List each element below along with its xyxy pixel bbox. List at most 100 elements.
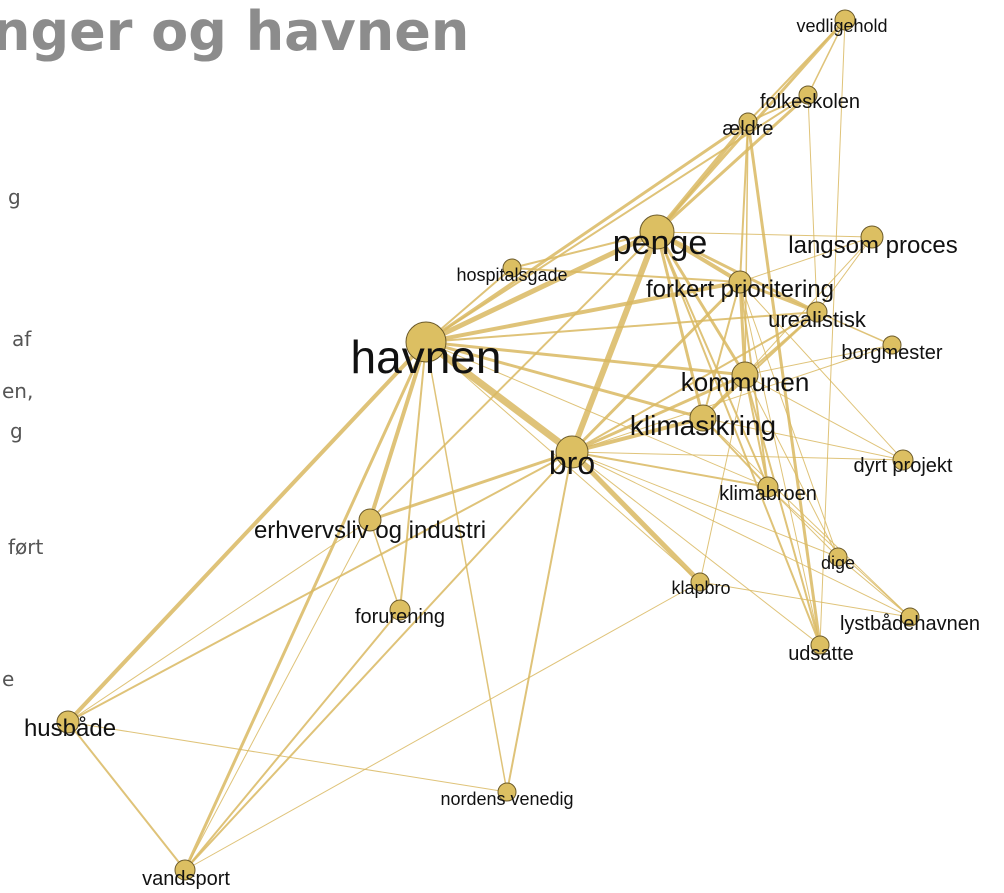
edge bbox=[571, 344, 893, 453]
edge bbox=[184, 581, 701, 871]
edge bbox=[655, 93, 810, 234]
edge bbox=[423, 229, 660, 345]
edge bbox=[738, 280, 819, 314]
edge bbox=[369, 231, 658, 521]
edge bbox=[424, 280, 742, 344]
node-label: erhvervsliv og industri bbox=[254, 517, 486, 544]
node-label: nordens venedig bbox=[440, 789, 573, 809]
edge bbox=[656, 231, 769, 488]
edge bbox=[816, 311, 893, 346]
edge bbox=[744, 374, 839, 558]
edge bbox=[425, 94, 809, 343]
node-label: vedligehold bbox=[796, 16, 887, 36]
edge bbox=[739, 236, 873, 283]
node bbox=[555, 435, 589, 469]
edge bbox=[744, 344, 893, 376]
edge bbox=[744, 374, 769, 488]
edge bbox=[424, 120, 750, 344]
edge bbox=[702, 417, 911, 618]
edge bbox=[837, 556, 911, 618]
node bbox=[810, 635, 830, 655]
node-label: kommunen bbox=[681, 367, 810, 397]
node bbox=[834, 9, 856, 31]
edge bbox=[506, 451, 573, 793]
node bbox=[497, 782, 517, 802]
node-label: langsom proces bbox=[788, 232, 957, 259]
node bbox=[56, 710, 80, 734]
node-label: forkert prioritering bbox=[646, 276, 834, 303]
edge bbox=[67, 721, 508, 793]
edge bbox=[368, 450, 574, 522]
edge bbox=[702, 417, 904, 461]
edge bbox=[571, 451, 769, 488]
edge bbox=[184, 519, 371, 871]
edge bbox=[744, 121, 749, 376]
edge bbox=[422, 338, 576, 456]
node-label: borgmester bbox=[841, 342, 942, 364]
edge bbox=[368, 340, 428, 522]
edge bbox=[571, 451, 911, 618]
edge bbox=[184, 451, 573, 871]
edge bbox=[699, 581, 911, 618]
node bbox=[389, 599, 411, 621]
edge bbox=[511, 231, 658, 269]
edge bbox=[425, 311, 818, 343]
node-label: forurening bbox=[355, 606, 445, 628]
edge bbox=[739, 281, 904, 461]
edge bbox=[807, 94, 818, 313]
node bbox=[728, 270, 752, 294]
edge bbox=[816, 236, 873, 313]
node bbox=[690, 572, 710, 592]
node-label: klapbro bbox=[671, 578, 730, 598]
edge bbox=[655, 230, 705, 420]
node-label: husbåde bbox=[24, 715, 116, 742]
edge bbox=[570, 373, 747, 454]
edge bbox=[424, 340, 705, 420]
side-text: en, bbox=[2, 379, 33, 403]
node-label: klimasikring bbox=[630, 410, 776, 441]
node-label: havnen bbox=[351, 331, 502, 383]
node-label: bro bbox=[549, 445, 595, 481]
node bbox=[738, 112, 758, 132]
node bbox=[892, 449, 914, 471]
edge bbox=[655, 230, 747, 377]
node bbox=[639, 214, 675, 250]
node-label: dyrt projekt bbox=[854, 455, 953, 477]
side-text: g bbox=[10, 419, 23, 443]
side-text: g bbox=[8, 185, 21, 209]
node bbox=[174, 859, 196, 881]
node-label: klimabroen bbox=[719, 483, 817, 505]
edge bbox=[702, 417, 769, 488]
node-label: lystbådehavnen bbox=[840, 613, 980, 635]
edge bbox=[807, 19, 846, 96]
edge bbox=[747, 94, 809, 123]
edge bbox=[184, 609, 401, 871]
node-label: dige bbox=[821, 553, 855, 573]
node bbox=[689, 404, 717, 432]
side-text: ført bbox=[8, 535, 44, 559]
edge bbox=[67, 519, 371, 723]
page-title: nger og havnen bbox=[0, 0, 469, 63]
node-label: ældre bbox=[722, 118, 773, 140]
node-label: hospitalsgade bbox=[456, 265, 567, 285]
edge bbox=[747, 19, 846, 123]
node-label: penge bbox=[613, 224, 708, 262]
node bbox=[731, 361, 759, 389]
node bbox=[882, 335, 902, 355]
node-label: vandsport bbox=[142, 868, 230, 890]
edge bbox=[744, 374, 821, 646]
edge bbox=[369, 519, 401, 611]
edge bbox=[746, 120, 822, 647]
edge bbox=[739, 281, 839, 558]
node bbox=[757, 476, 779, 498]
node bbox=[358, 508, 382, 532]
side-text: af bbox=[12, 327, 32, 351]
node bbox=[828, 547, 848, 567]
edge bbox=[739, 281, 821, 646]
node bbox=[798, 85, 818, 105]
edge bbox=[570, 416, 705, 454]
edge bbox=[67, 451, 573, 723]
edge bbox=[425, 341, 769, 488]
node-label: udsatte bbox=[788, 643, 854, 665]
node-label: folkeskolen bbox=[760, 91, 860, 113]
